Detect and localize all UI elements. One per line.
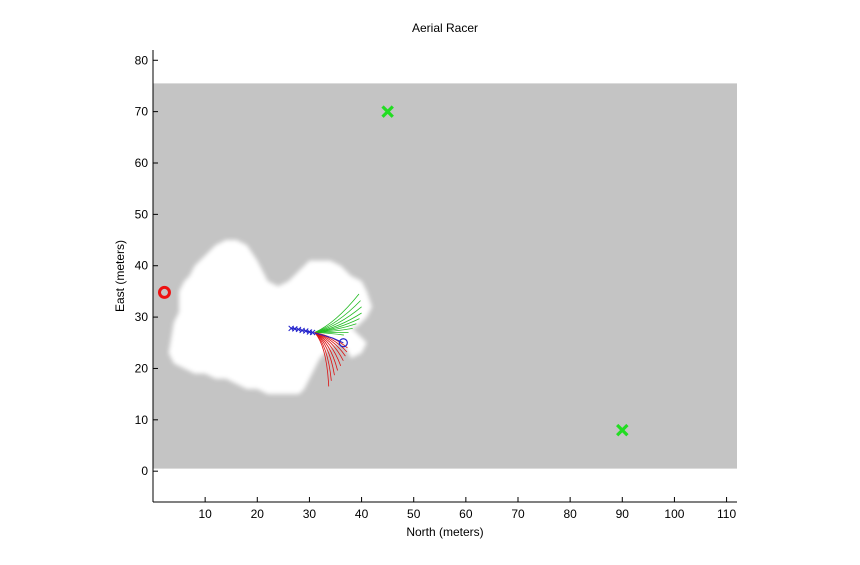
y-tick-label-0: 0 — [141, 464, 148, 478]
plot-area — [153, 83, 737, 469]
y-tick-label-7: 70 — [135, 105, 149, 119]
x-tick-label-7: 80 — [563, 507, 577, 521]
start-marker — [157, 285, 171, 299]
waypoint-0 — [381, 105, 394, 118]
axes: 10 20 30 40 50 60 70 80 90 100 110 0 10 20 30 40 50 60 70… — [135, 50, 737, 521]
x-tick-label-4: 50 — [407, 507, 421, 521]
y-tick-label-4: 40 — [135, 259, 149, 273]
y-axis-label: East (meters) — [113, 240, 127, 312]
x-tick-label-0: 10 — [198, 507, 212, 521]
y-tick-label-6: 60 — [135, 156, 149, 170]
trail-point-2 — [295, 326, 302, 333]
trail-point-6 — [309, 329, 316, 336]
x-tick-label-10: 110 — [717, 507, 736, 521]
x-tick-label-8: 90 — [616, 507, 630, 521]
y-ticks: 0 10 20 30 40 50 60 70 80 — [135, 53, 158, 478]
vehicle-marker — [338, 338, 348, 348]
chart-title: Aerial Racer — [412, 21, 478, 35]
branch-red-1 — [314, 332, 332, 381]
trail-point-4 — [302, 328, 309, 334]
x-tick-label-6: 70 — [511, 507, 525, 521]
x-tick-label-5: 60 — [459, 507, 473, 521]
planner-branches — [314, 293, 362, 387]
y-tick-label-2: 20 — [135, 361, 149, 375]
x-tick-label-3: 40 — [355, 507, 369, 521]
y-tick-label-1: 10 — [135, 413, 149, 427]
x-tick-label-1: 20 — [251, 507, 265, 521]
branch-green-0 — [314, 293, 360, 333]
y-tick-label-5: 50 — [135, 207, 149, 221]
markers — [157, 105, 629, 437]
x-axis-label: North (meters) — [406, 525, 483, 539]
explored-region — [168, 240, 372, 395]
path-line — [291, 327, 344, 344]
vehicle-trail — [288, 325, 344, 344]
waypoint-1 — [616, 423, 629, 437]
y-tick-label-3: 30 — [135, 310, 149, 324]
x-tick-label-2: 30 — [303, 507, 317, 521]
x-ticks: 10 20 30 40 50 60 70 80 90 100 110 — [198, 497, 736, 521]
y-tick-label-8: 80 — [135, 53, 149, 67]
x-tick-label-9: 100 — [664, 507, 684, 521]
branch-green-8 — [314, 332, 344, 336]
